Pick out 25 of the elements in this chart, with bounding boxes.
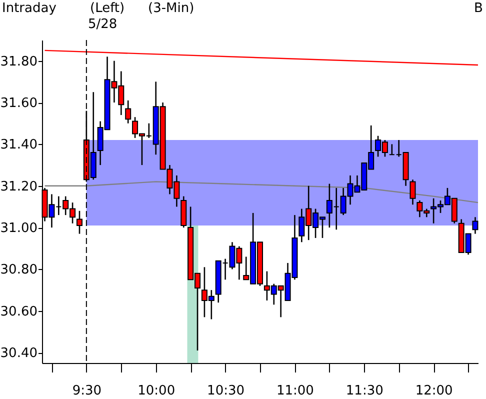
x-tick-label: 11:00 [276, 384, 314, 398]
y-tick-label: 31.40 [0, 138, 38, 153]
candlestick [125, 100, 132, 124]
candlestick [472, 216, 478, 234]
y-tick-label: 30.40 [0, 346, 38, 362]
y-tick-label: 31.80 [0, 54, 38, 70]
text: (3-Min) [148, 1, 194, 16]
text: 5/28 [88, 17, 118, 32]
x-tick-label: 9:30 [72, 384, 102, 398]
candlestick [410, 178, 416, 206]
y-tick-label: 30.60 [0, 304, 38, 320]
candlestick [388, 144, 395, 156]
line-series [44, 181, 479, 204]
text: B [474, 1, 483, 16]
y-tick-label: 31.00 [0, 221, 38, 236]
x-tick-label: 11:30 [346, 384, 384, 398]
y-tick-label: 30.80 [0, 262, 38, 278]
candlestick [76, 210, 82, 234]
x-tick-label: 12:00 [415, 384, 453, 398]
x-tick-label: 10:00 [138, 384, 176, 398]
y-tick-label: 31.20 [0, 179, 38, 194]
text: (Left) [90, 1, 125, 16]
y-tick-label: 31.60 [0, 96, 38, 112]
x-tick-label: 10:30 [207, 384, 245, 398]
chart-title: Intraday [2, 1, 56, 16]
